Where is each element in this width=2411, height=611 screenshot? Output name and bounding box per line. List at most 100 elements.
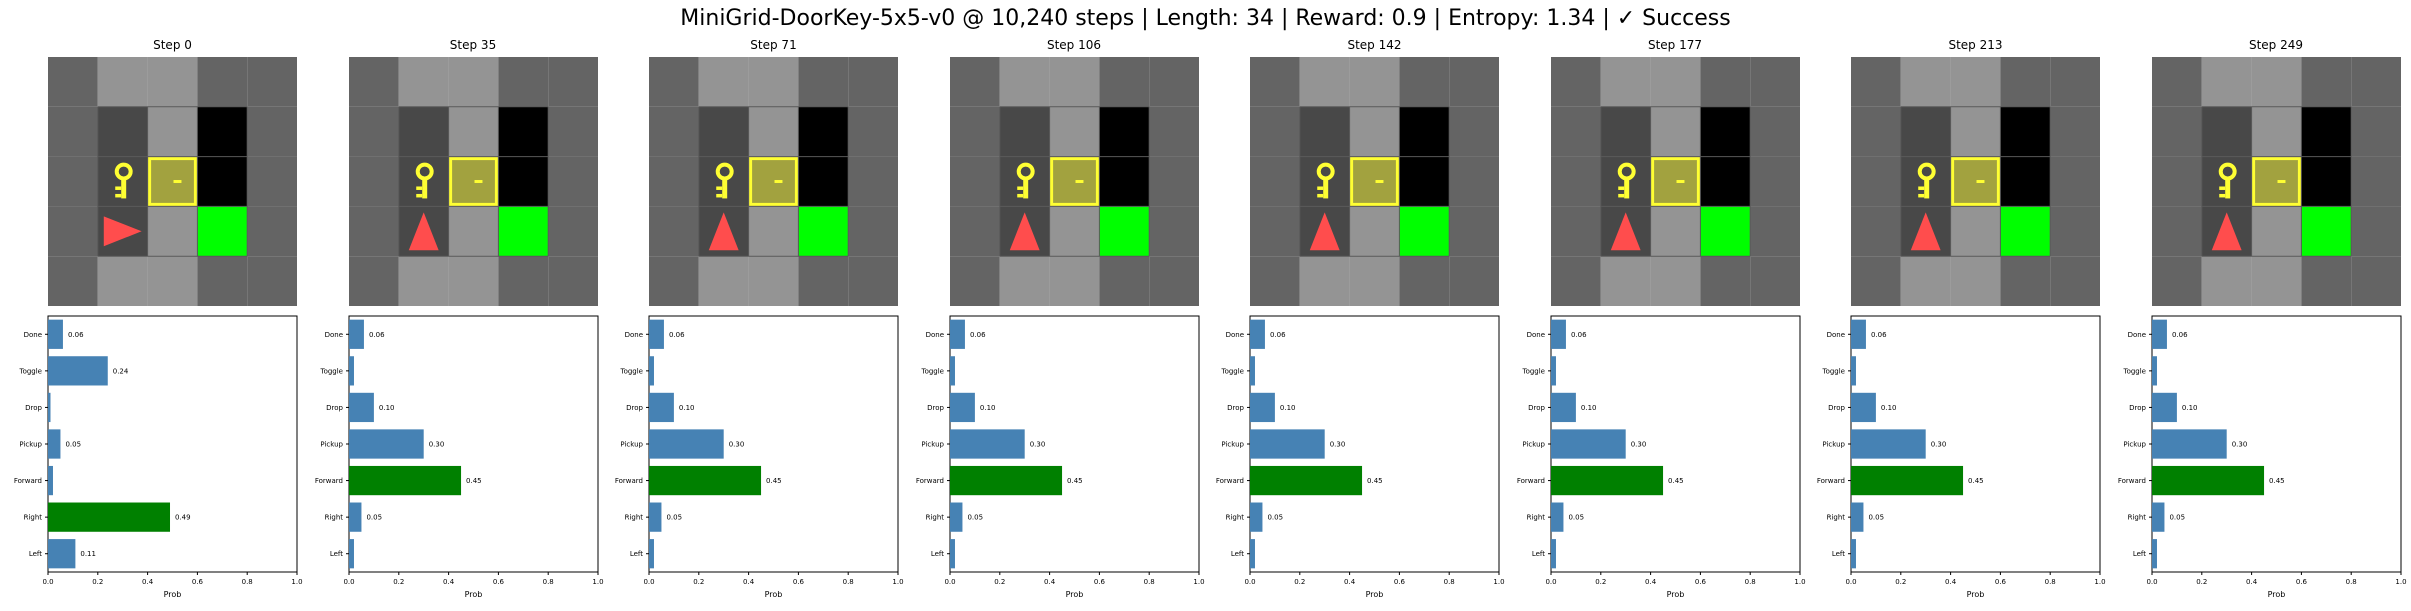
bar-left [48, 539, 76, 569]
bar-value-label: 0.49 [175, 514, 191, 522]
step-title: Step 177 [1647, 38, 1703, 52]
door-handle-icon [473, 180, 482, 183]
key-tooth [415, 186, 422, 190]
bar-toggle [1851, 356, 1856, 386]
key-tooth [1918, 186, 1925, 190]
bar-value-label: 0.05 [1868, 514, 1884, 522]
grid-tile-wall [1449, 156, 1499, 207]
grid-tile-floor [748, 206, 799, 257]
grid-tile-wall [48, 206, 98, 257]
grid-tile-door [1950, 156, 2001, 207]
bar-value-label: 0.30 [2231, 441, 2247, 449]
key-icon [1917, 162, 1936, 199]
bar-forward [649, 465, 762, 496]
grid-tile-floor [1049, 106, 1099, 157]
x-tick-label: 0.6 [793, 578, 805, 586]
key-shaft [421, 177, 427, 199]
bar-value-label: 0.05 [1267, 514, 1283, 522]
x-tick-label: 0.4 [1344, 578, 1356, 586]
grid-tile-wall [1098, 256, 1149, 306]
minigrid-observation [348, 57, 598, 306]
key-icon [1617, 162, 1636, 199]
minigrid-observation [1250, 57, 1499, 306]
bar-value-label: 0.05 [65, 441, 81, 449]
x-tick-label: 1.0 [1493, 578, 1504, 586]
y-tick-label: Drop [927, 404, 944, 412]
bar-toggle [348, 356, 354, 386]
agent-triangle-icon [1610, 212, 1641, 251]
grid-tile-wall [1550, 57, 1601, 107]
grid-tile-unseen [2000, 156, 2051, 207]
grid-tile-floor [1950, 106, 2001, 157]
grid-tile-floor [1900, 256, 1951, 306]
y-tick-label: Pickup [1522, 441, 1545, 449]
key-shaft [722, 177, 728, 199]
key-shaft [1022, 177, 1028, 199]
y-tick-label: Left [630, 550, 643, 558]
grid-tile-door [1349, 156, 1400, 207]
y-tick-label: Done [324, 331, 342, 339]
y-tick-label: Pickup [1822, 441, 1845, 449]
bar-forward [48, 465, 53, 496]
action-prob-chart: Left Right 0.05 Forward 0.45 Pickup 0.30 Drop 0.… [615, 315, 904, 599]
bar-forward [348, 465, 461, 496]
minigrid-observation [48, 57, 297, 306]
grid-tile-wall [1449, 106, 1499, 157]
door-handle-icon [1976, 180, 1985, 183]
key-tooth [1016, 186, 1023, 190]
minigrid-observation [649, 57, 898, 306]
grid-tile-floor [748, 57, 799, 107]
key-icon [415, 162, 434, 199]
grid-tile-wall [547, 256, 598, 306]
grid-tile-wall [2151, 206, 2202, 257]
key-shaft [1323, 177, 1329, 199]
grid-tile-floor [999, 256, 1050, 306]
x-tick-label: 0.8 [843, 578, 854, 586]
grid-tile-wall [547, 106, 598, 157]
key-tooth [1317, 186, 1324, 190]
bar-toggle [2151, 356, 2157, 386]
grid-tile-unseen [2000, 106, 2051, 157]
bar-drop [1250, 392, 1275, 423]
x-tick-label: 0.0 [643, 578, 654, 586]
bar-done [48, 319, 63, 349]
door-handle-icon [1074, 180, 1083, 183]
door-handle-icon [774, 180, 783, 183]
y-tick-label: Left [1231, 550, 1244, 558]
x-tick-label: 0.8 [1444, 578, 1455, 586]
grid-tile-floor [2251, 256, 2301, 306]
key-tooth [2218, 193, 2225, 198]
x-tick-label: 0.4 [1044, 578, 1056, 586]
x-tick-label: 0.6 [1995, 578, 2007, 586]
grid-tile-wall [1749, 57, 1800, 107]
y-tick-label: Toggle [18, 367, 42, 375]
x-tick-label: 0.6 [1694, 578, 1706, 586]
door-handle-icon [2276, 180, 2285, 183]
door-border [1049, 157, 1099, 206]
key-icon [114, 162, 133, 199]
grid-tile-wall [1699, 256, 1750, 306]
bar-value-label: 0.05 [666, 514, 682, 522]
grid-tile-wall [2050, 57, 2100, 107]
x-tick-label: 1.0 [2395, 578, 2406, 586]
grid-tile-wall [2050, 256, 2100, 306]
x-axis-label: Prob [1366, 590, 1384, 599]
grid-tile-wall [798, 256, 849, 306]
bar-drop [348, 392, 374, 423]
grid-tile-obscured_floor [1900, 106, 1951, 157]
bar-value-label: 0.45 [1067, 477, 1083, 485]
grid-tile-floor [1349, 256, 1400, 306]
key-shaft [1924, 177, 1930, 199]
door-border [148, 157, 197, 206]
bar-right [949, 502, 962, 532]
x-tick-label: 0.8 [1143, 578, 1154, 586]
bar-value-label: 0.05 [2169, 514, 2185, 522]
grid-tile-wall [949, 106, 1000, 157]
grid-tile-wall [848, 156, 898, 207]
agent-triangle-icon [408, 212, 439, 251]
key-tooth [115, 186, 122, 190]
bar-value-label: 0.06 [2171, 331, 2187, 339]
grid-tile-wall [2350, 57, 2401, 107]
x-axis-label: Prob [1967, 590, 1985, 599]
grid-tile-wall [197, 57, 248, 107]
